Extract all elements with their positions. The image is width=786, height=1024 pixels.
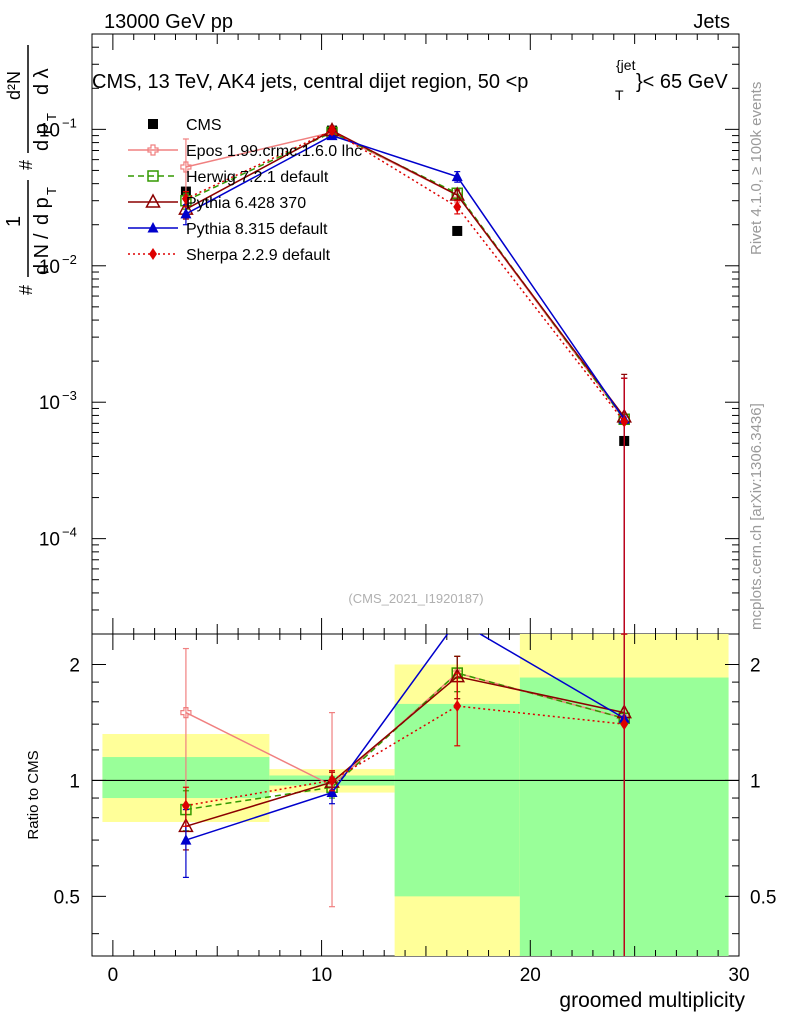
header-left: 13000 GeV pp — [104, 11, 233, 33]
ratio-line-pythia6 — [185, 675, 625, 828]
ylabel-dlambda: d λ — [31, 68, 53, 95]
ylabel-T1: T — [44, 187, 59, 195]
ylabel-one: 1 — [3, 216, 25, 227]
ratio-point-sherpa — [453, 700, 462, 713]
ratio-line-sherpa — [185, 705, 625, 807]
title-sub: T — [615, 87, 624, 103]
ratio-series-sherpa — [181, 633, 629, 956]
main-ytick-label: 10 — [39, 257, 60, 278]
legend-label-epos: Epos 1.99.crmc.1.6.0 lhc — [186, 143, 362, 160]
ratio-ytick-label-right: 2 — [750, 655, 761, 676]
legend-label-pythia6: Pythia 6.428 370 — [186, 195, 306, 212]
main-ytick-exp: −1 — [62, 115, 77, 130]
watermark-analysis: (CMS_2021_I1920187) — [348, 591, 483, 606]
main-line-pythia8 — [185, 134, 625, 420]
legend-item-epos: Epos 1.99.crmc.1.6.0 lhc — [128, 143, 362, 160]
main-ytick-label: 10 — [39, 393, 60, 414]
legend-marker-herwig — [147, 170, 159, 182]
x-axis-label: groomed multiplicity — [559, 989, 745, 1012]
ratio-series — [178, 633, 632, 956]
legend-marker-sherpa — [149, 248, 157, 260]
ratio-y-label: Ratio to CMS — [25, 750, 42, 839]
main-ytick-exp: −4 — [62, 525, 77, 540]
xtick-label: 10 — [311, 965, 332, 986]
ratio-point-pythia8 — [326, 786, 338, 798]
main-ytick-label: 10 — [39, 530, 60, 551]
ratio-ytick-label-left: 0.5 — [54, 887, 80, 908]
ratio-point-pythia8 — [180, 834, 192, 845]
main-line-sherpa — [185, 129, 625, 423]
ylabel-dpT: d p — [31, 123, 53, 151]
legend-marker-epos — [147, 144, 159, 156]
ratio-ytick-label-left: 1 — [69, 771, 80, 792]
main-point-sherpa — [453, 200, 462, 213]
legend-item-pythia8: Pythia 8.315 default — [128, 221, 328, 238]
main-ytick-label: 1 — [69, 0, 80, 5]
xtick-label: 20 — [520, 965, 541, 986]
xtick-label: 30 — [728, 965, 749, 986]
main-point-cms — [452, 225, 463, 236]
title-tail: }< 65 GeV — [636, 71, 728, 93]
ylabel-slash: / — [31, 233, 53, 239]
main-y-label: # 1 d N / d p T # d²N d p T d λ — [3, 45, 59, 295]
title-sup: {jet — [616, 57, 636, 73]
main-panel-frame — [91, 33, 740, 635]
legend-item-cms: CMS — [148, 117, 222, 134]
legend: CMS Epos 1.99.crmc.1.6.0 lhc Herwig 7.2.1 … — [128, 117, 362, 264]
side-rivet-text: Rivet 4.1.0, ≥ 100k events — [748, 82, 765, 255]
legend-label-herwig: Herwig 7.2.1 default — [186, 169, 329, 186]
plot-title: CMS, 13 TeV, AK4 jets, central dijet reg… — [92, 57, 728, 103]
main-point-epos — [180, 161, 192, 173]
ylabel-hash2: # — [16, 160, 36, 170]
ratio-ytick-label-right: 1 — [750, 771, 761, 792]
legend-label-cms: CMS — [186, 117, 222, 134]
legend-label-sherpa: Sherpa 2.2.9 default — [186, 247, 331, 264]
legend-item-sherpa: Sherpa 2.2.9 default — [128, 247, 331, 264]
ratio-point-epos — [180, 707, 192, 719]
svg-text:CMS, 13 TeV, AK4 jets, central: CMS, 13 TeV, AK4 jets, central dijet reg… — [92, 71, 528, 93]
ylabel-d2N: d²N — [4, 71, 24, 100]
title-p: p — [517, 71, 528, 93]
main-line-pythia6 — [185, 129, 625, 418]
ylabel-dp: d p — [31, 197, 53, 225]
ratio-line-pythia8 — [185, 634, 625, 841]
main-series — [178, 121, 632, 634]
ratio-ytick-label-right: 0.5 — [750, 887, 776, 908]
legend-item-herwig: Herwig 7.2.1 default — [128, 169, 329, 186]
main-point-sherpa — [181, 192, 190, 205]
title-main: CMS, 13 TeV, AK4 jets, central dijet reg… — [92, 71, 517, 93]
ratio-point-sherpa — [620, 718, 629, 731]
main-point-pythia8 — [451, 170, 463, 182]
legend-marker-cms — [148, 119, 158, 129]
ylabel-hash1: # — [16, 285, 36, 295]
main-point-sherpa — [620, 415, 629, 428]
main-axes: 110−110−210−310−4 — [39, 0, 740, 635]
main-point-sherpa — [328, 124, 337, 137]
main-ytick-label: 10 — [39, 120, 60, 141]
ylabel-T2: T — [44, 113, 59, 121]
xtick-label: 0 — [108, 965, 119, 986]
legend-marker-pythia8 — [147, 222, 159, 233]
legend-marker-pythia6 — [145, 193, 161, 208]
main-point-pythia8 — [180, 207, 192, 219]
ratio-axes: 2 2 1 1 0.5 0.5 0 10 20 30 — [54, 634, 776, 986]
main-ytick-exp: −3 — [62, 388, 77, 403]
legend-label-pythia8: Pythia 8.315 default — [186, 221, 328, 238]
ratio-ytick-label-left: 2 — [69, 655, 80, 676]
ratio-point-sherpa — [181, 799, 190, 812]
ylabel-dN: d N — [31, 244, 53, 275]
main-ytick-exp: −2 — [62, 252, 77, 267]
main-series-sherpa — [181, 124, 629, 634]
header-right: Jets — [693, 11, 730, 33]
side-mcplots-text: mcplots.cern.ch [arXiv:1306.3436] — [748, 403, 765, 630]
legend-item-pythia6: Pythia 6.428 370 — [128, 193, 306, 212]
ratio-point-sherpa — [328, 774, 337, 787]
main-point-pythia6 — [449, 186, 466, 201]
